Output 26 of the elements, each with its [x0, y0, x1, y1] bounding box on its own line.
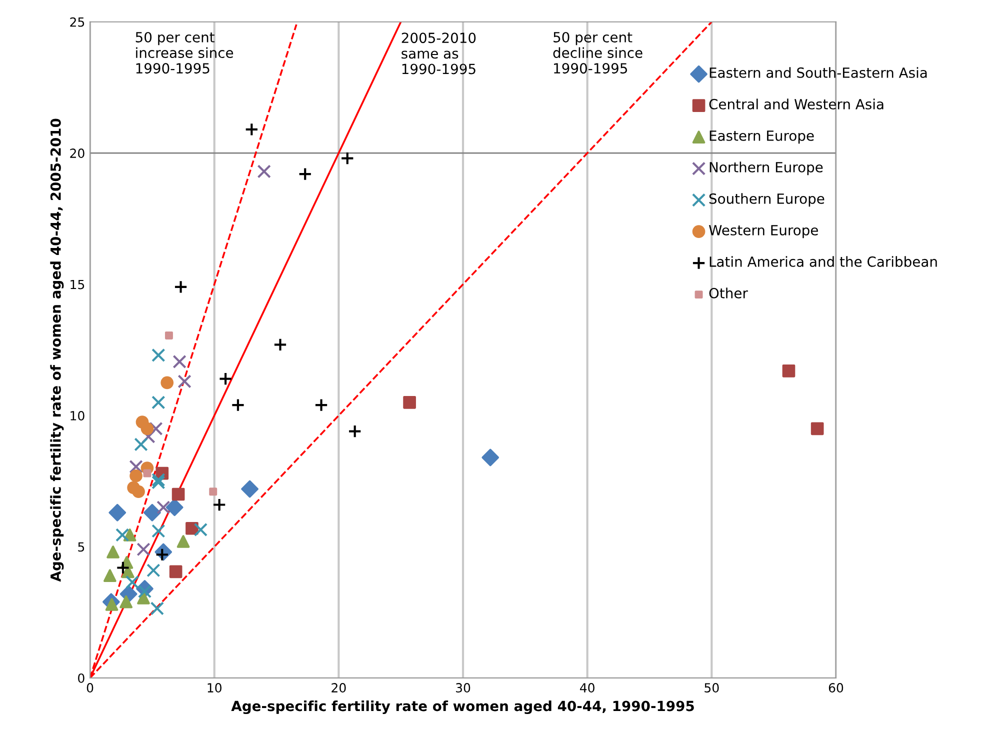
y-tick-label: 0: [78, 673, 84, 683]
y-tick-label: 25: [70, 17, 84, 27]
y-tick-label: 10: [70, 411, 84, 420]
legend-label: Latin America and the Caribbean: [710, 256, 937, 267]
y-tick-label: 20: [70, 148, 84, 158]
legend-label: Eastern and South-Eastern Asia: [710, 67, 927, 78]
y-axis-title: Age-specific fertility rate of women aged 40-44, 2005-2010: [50, 118, 64, 582]
annotation: 50 per cent increase since 1990-1995: [136, 32, 234, 74]
legend-label: Other: [709, 288, 748, 298]
x-tick-label: 0: [86, 683, 94, 693]
x-tick-label: 40: [580, 683, 594, 693]
y-tick-label: 5: [78, 542, 84, 552]
x-tick-label: 60: [828, 683, 844, 693]
annotation: 2005-2010 same as 1990-1995: [402, 32, 476, 74]
legend-label: Eastern Europe: [710, 130, 814, 144]
annotation: 50 per cent decline since 1990-1995: [553, 32, 642, 74]
x-tick-label: 10: [208, 683, 222, 693]
legend-label: Western Europe: [708, 225, 818, 238]
legend-label: Northern Europe: [710, 162, 823, 176]
x-axis-title: Age-specific fertility rate of women aged 40-44, 1990-1995: [231, 700, 694, 714]
x-tick-label: 30: [456, 683, 470, 693]
x-tick-label: 50: [704, 683, 719, 693]
x-tick-label: 20: [332, 683, 346, 693]
legend-label: Central and Western Asia: [709, 98, 884, 110]
y-tick-label: 15: [70, 280, 84, 290]
legend-label: Southern Europe: [709, 193, 824, 207]
